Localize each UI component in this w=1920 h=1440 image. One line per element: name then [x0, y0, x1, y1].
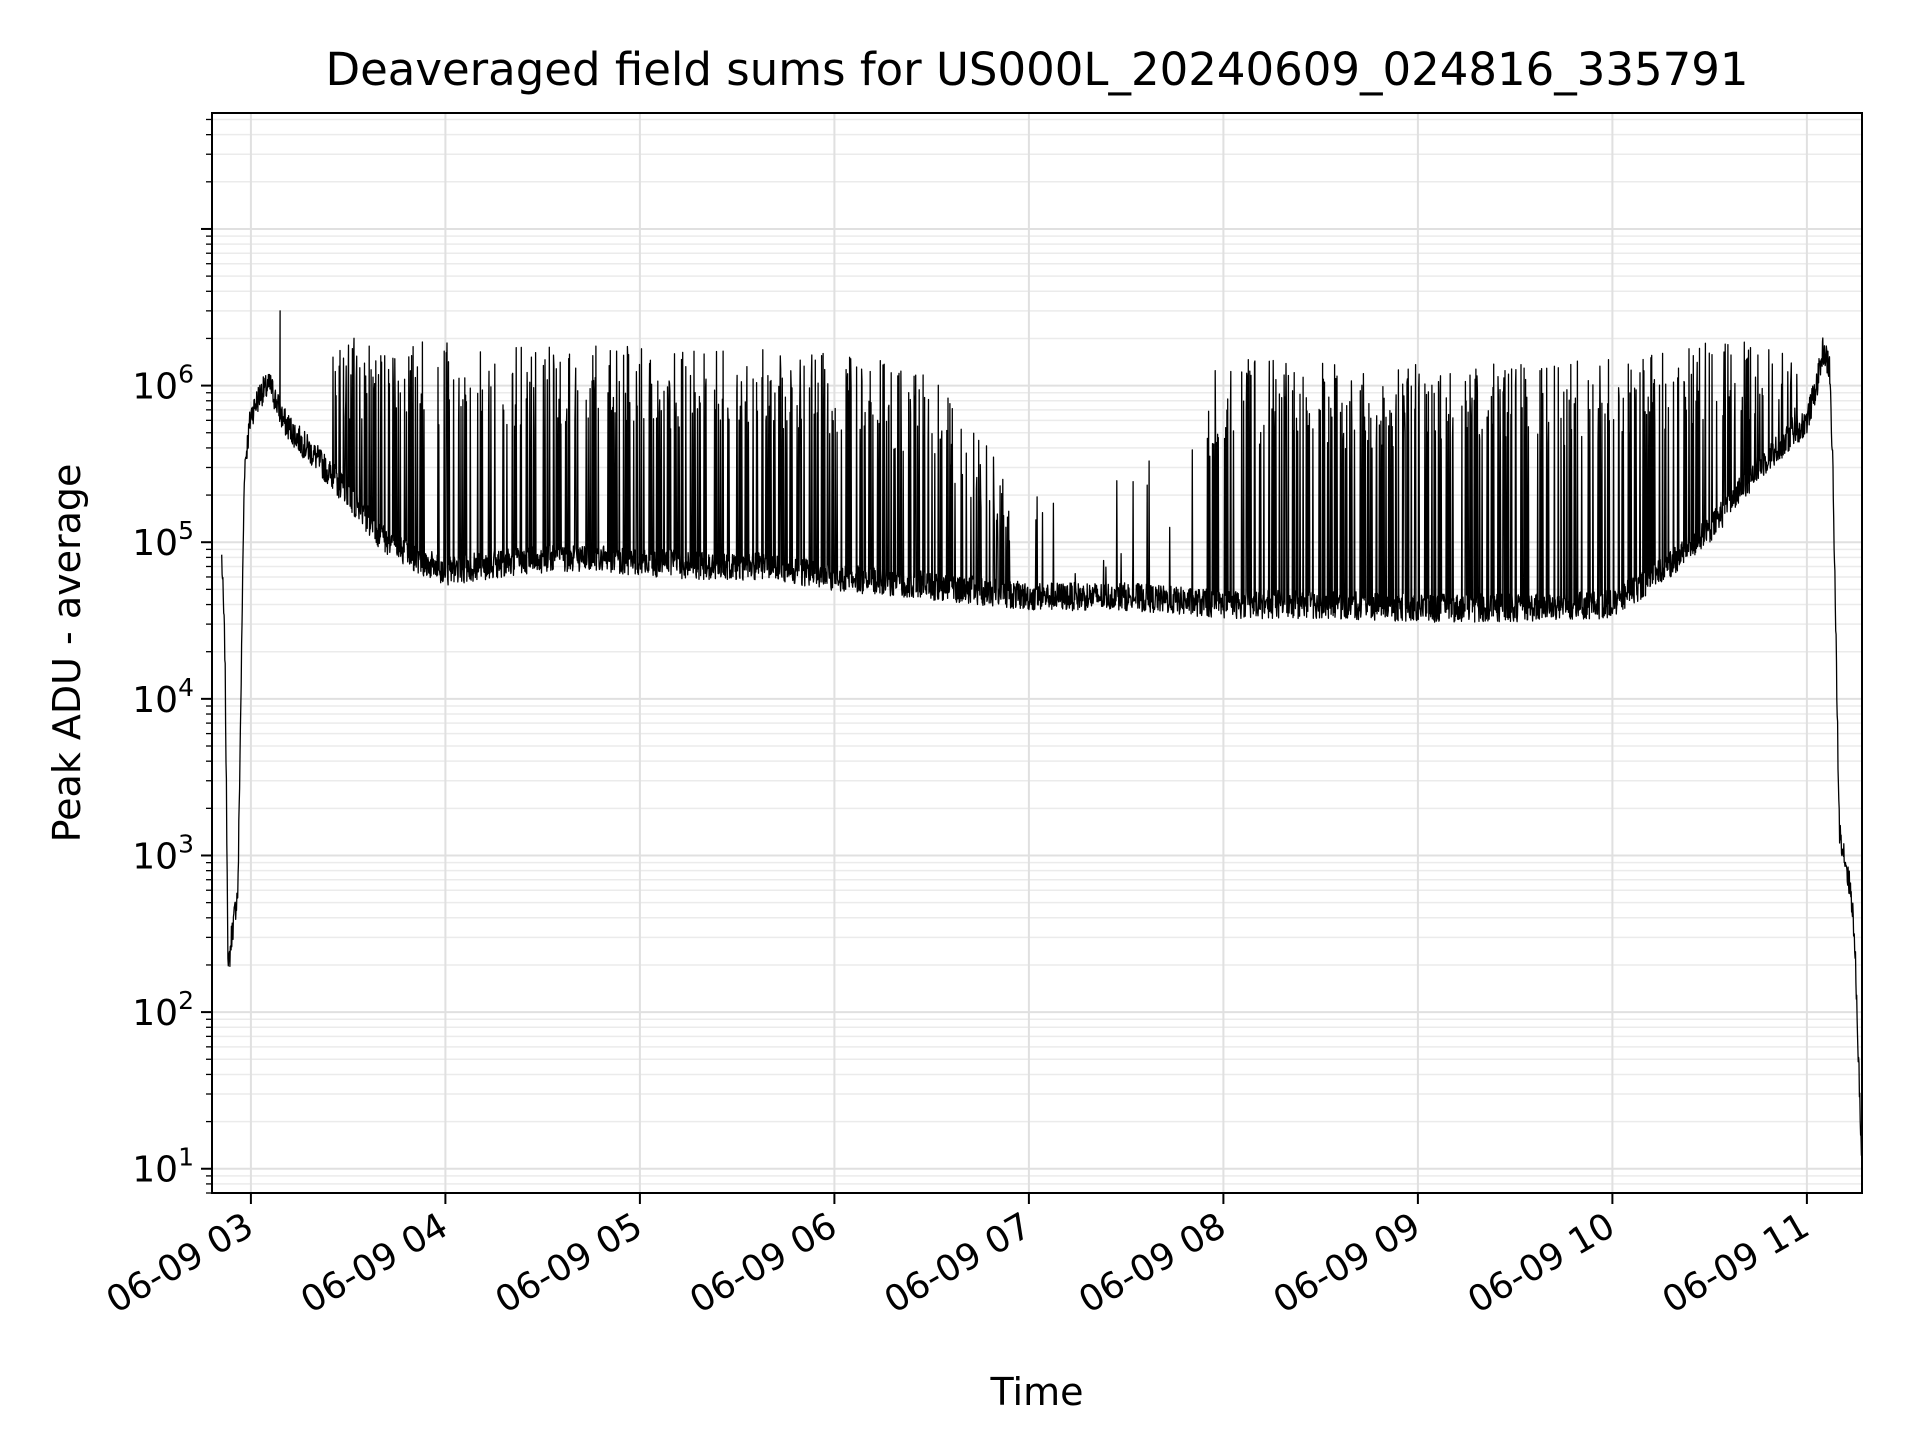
y-tick-label-exponent: 6 — [178, 360, 194, 389]
x-tick-label: 06-09 04 — [294, 1205, 455, 1321]
y-tick-label: 102 — [132, 986, 194, 1034]
y-tick-label: 103 — [132, 829, 194, 877]
x-axis-label: Time — [990, 1370, 1084, 1414]
y-tick-label-base: 10 — [132, 523, 178, 564]
y-tick-label-base: 10 — [132, 367, 178, 408]
series-line-group — [221, 310, 1863, 1156]
x-tick-label: 06-09 11 — [1656, 1205, 1817, 1321]
y-tick-label-base: 10 — [132, 680, 178, 721]
y-tick-label-exponent: 1 — [178, 1143, 194, 1172]
x-tick-label: 06-09 03 — [100, 1205, 261, 1321]
y-tick-label: 105 — [132, 516, 194, 564]
x-tick-label: 06-09 08 — [1072, 1205, 1233, 1321]
x-tick-label: 06-09 07 — [878, 1205, 1039, 1321]
x-tick-label: 06-09 06 — [683, 1205, 844, 1321]
y-tick-label-base: 10 — [132, 1150, 178, 1191]
y-tick-label-exponent: 3 — [178, 829, 194, 858]
chart-title: Deaveraged field sums for US000L_2024060… — [325, 43, 1748, 96]
y-tick-label-exponent: 2 — [178, 986, 194, 1015]
plot-frame — [211, 112, 1863, 1194]
y-tick-label-exponent: 5 — [178, 516, 194, 545]
y-tick-label-base: 10 — [132, 993, 178, 1034]
y-axis-label: Peak ADU - average — [45, 464, 89, 843]
grid — [212, 113, 1862, 1194]
y-tick-label: 101 — [132, 1143, 194, 1191]
y-tick-label: 106 — [132, 360, 194, 408]
x-tick-label: 06-09 10 — [1461, 1205, 1622, 1321]
series-line — [221, 310, 1863, 1156]
y-tick-label-base: 10 — [132, 836, 178, 877]
x-axis: 06-09 03 06-09 04 06-09 05 06-09 06 06-09 07… — [100, 1193, 1817, 1322]
y-tick-label-exponent: 4 — [178, 673, 194, 702]
y-tick-label: 104 — [132, 673, 194, 721]
x-tick-label: 06-09 09 — [1267, 1205, 1428, 1321]
x-tick-label: 06-09 05 — [489, 1205, 650, 1321]
